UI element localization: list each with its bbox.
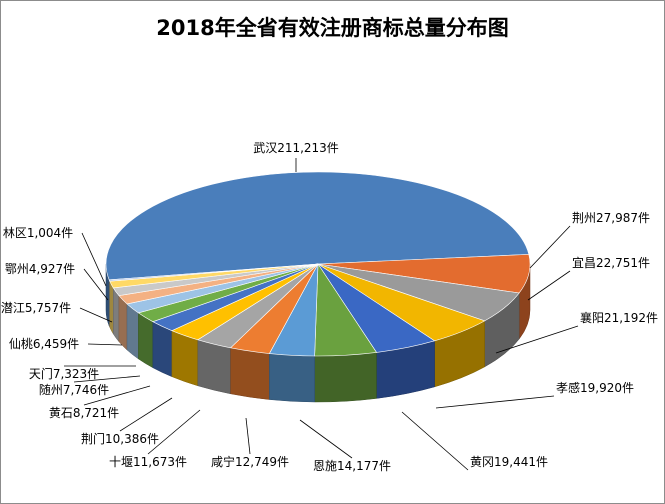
leader-林区 (81, 232, 107, 287)
slice-side-荆门 (171, 330, 199, 387)
slice-side-鄂州 (109, 281, 114, 335)
slice-label-天门: 天门7,323件 (29, 366, 99, 381)
slice-label-潜江: 潜江5,757件 (1, 301, 71, 315)
leader-襄阳 (495, 325, 579, 354)
leader-咸宁 (245, 417, 251, 455)
slice-side-咸宁 (230, 347, 270, 400)
leader-孝感 (435, 395, 555, 409)
slice-label-武汉: 武汉211,213件 (253, 141, 339, 155)
slice-side-恩施 (269, 353, 315, 403)
leader-随州 (73, 375, 141, 383)
leader-黄石 (83, 385, 151, 406)
slice-label-荆州: 荆州27,987件 (572, 211, 650, 225)
leader-宜昌 (527, 270, 571, 301)
slice-label-咸宁: 咸宁12,749件 (211, 454, 289, 469)
slice-side-黄石 (152, 321, 173, 378)
slice-side-黄冈 (314, 352, 377, 403)
slice-label-随州: 随州7,746件 (39, 382, 109, 397)
slice-label-宜昌: 宜昌22,751件 (572, 255, 650, 270)
leader-荆门 (119, 397, 173, 432)
slice-label-林区: 林区1,004件 (3, 226, 73, 240)
leader-恩施 (299, 419, 353, 459)
chart-title: 2018年全省有效注册商标总量分布图 (156, 16, 509, 40)
slice-label-孝感: 孝感19,920件 (556, 380, 634, 395)
slice-label-恩施: 恩施14,177件 (313, 459, 391, 473)
slice-side-仙桃 (118, 294, 128, 351)
slice-label-黄石: 黄石8,721件 (49, 406, 119, 420)
pie-tops (105, 171, 531, 357)
pie-sides (105, 263, 531, 403)
slice-label-十堰: 十堰11,673件 (109, 455, 187, 469)
slice-label-黄冈: 黄冈19,441件 (470, 455, 548, 469)
slice-labels: 武汉211,213件荆州27,987件宜昌22,751件襄阳21,192件孝感1… (1, 141, 658, 473)
slice-label-鄂州: 鄂州4,927件 (5, 262, 75, 276)
leader-荆州 (529, 225, 571, 269)
slice-side-潜江 (113, 287, 120, 343)
slice-side-十堰 (197, 339, 231, 395)
slice-林区 (108, 263, 319, 282)
leader-lines (64, 158, 579, 471)
leader-鄂州 (83, 268, 109, 301)
leader-仙桃 (87, 343, 123, 346)
leader-潜江 (79, 307, 113, 323)
slice-武汉 (105, 171, 530, 281)
slice-label-仙桃: 仙桃6,459件 (9, 336, 79, 351)
leader-黄冈 (401, 411, 469, 471)
slice-label-荆门: 荆门10,386件 (81, 431, 159, 446)
slice-side-随州 (138, 312, 154, 369)
slice-side-天门 (126, 303, 139, 360)
leader-十堰 (147, 409, 201, 455)
slice-label-襄阳: 襄阳21,192件 (580, 310, 658, 325)
